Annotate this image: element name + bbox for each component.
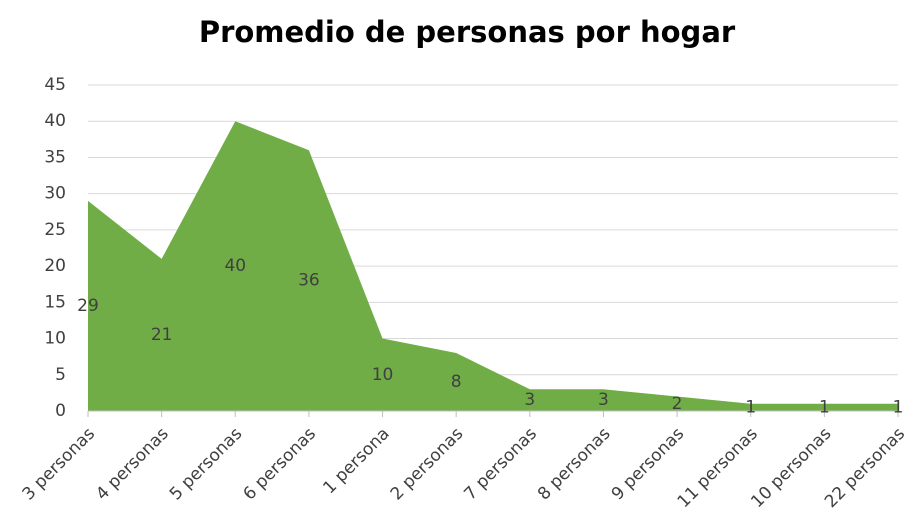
x-tick-label: 2 personas — [387, 424, 468, 505]
x-tick-label: 4 personas — [92, 424, 173, 505]
data-label: 29 — [77, 296, 99, 316]
data-label: 3 — [524, 390, 535, 410]
x-tick-label: 8 personas — [534, 424, 615, 505]
y-tick-label: 5 — [55, 365, 66, 385]
data-label: 40 — [224, 256, 246, 276]
x-tick-label: 7 personas — [460, 424, 541, 505]
data-label: 1 — [819, 397, 830, 417]
x-tick-label: 3 personas — [19, 424, 100, 505]
y-tick-label: 30 — [44, 184, 66, 204]
y-tick-label: 10 — [44, 329, 66, 349]
data-label: 21 — [151, 325, 173, 345]
y-tick-label: 0 — [55, 401, 66, 421]
data-label: 1 — [893, 397, 904, 417]
data-label: 8 — [451, 372, 462, 392]
y-tick-label: 15 — [44, 292, 66, 312]
x-tick-label: 9 personas — [608, 424, 689, 505]
data-label: 10 — [372, 365, 394, 385]
y-tick-label: 20 — [44, 256, 66, 276]
data-label: 3 — [598, 390, 609, 410]
data-label: 1 — [745, 397, 756, 417]
y-tick-label: 35 — [44, 147, 66, 167]
x-tick-label: 1 persona — [319, 424, 393, 498]
y-tick-label: 45 — [44, 75, 66, 95]
x-tick-label: 6 personas — [240, 424, 321, 505]
y-tick-label: 40 — [44, 111, 66, 131]
data-label: 36 — [298, 271, 320, 291]
y-tick-label: 25 — [44, 220, 66, 240]
chart-title: Promedio de personas por hogar — [199, 15, 736, 49]
x-tick-label: 5 personas — [166, 424, 247, 505]
data-label: 2 — [672, 394, 683, 414]
area — [88, 121, 898, 411]
